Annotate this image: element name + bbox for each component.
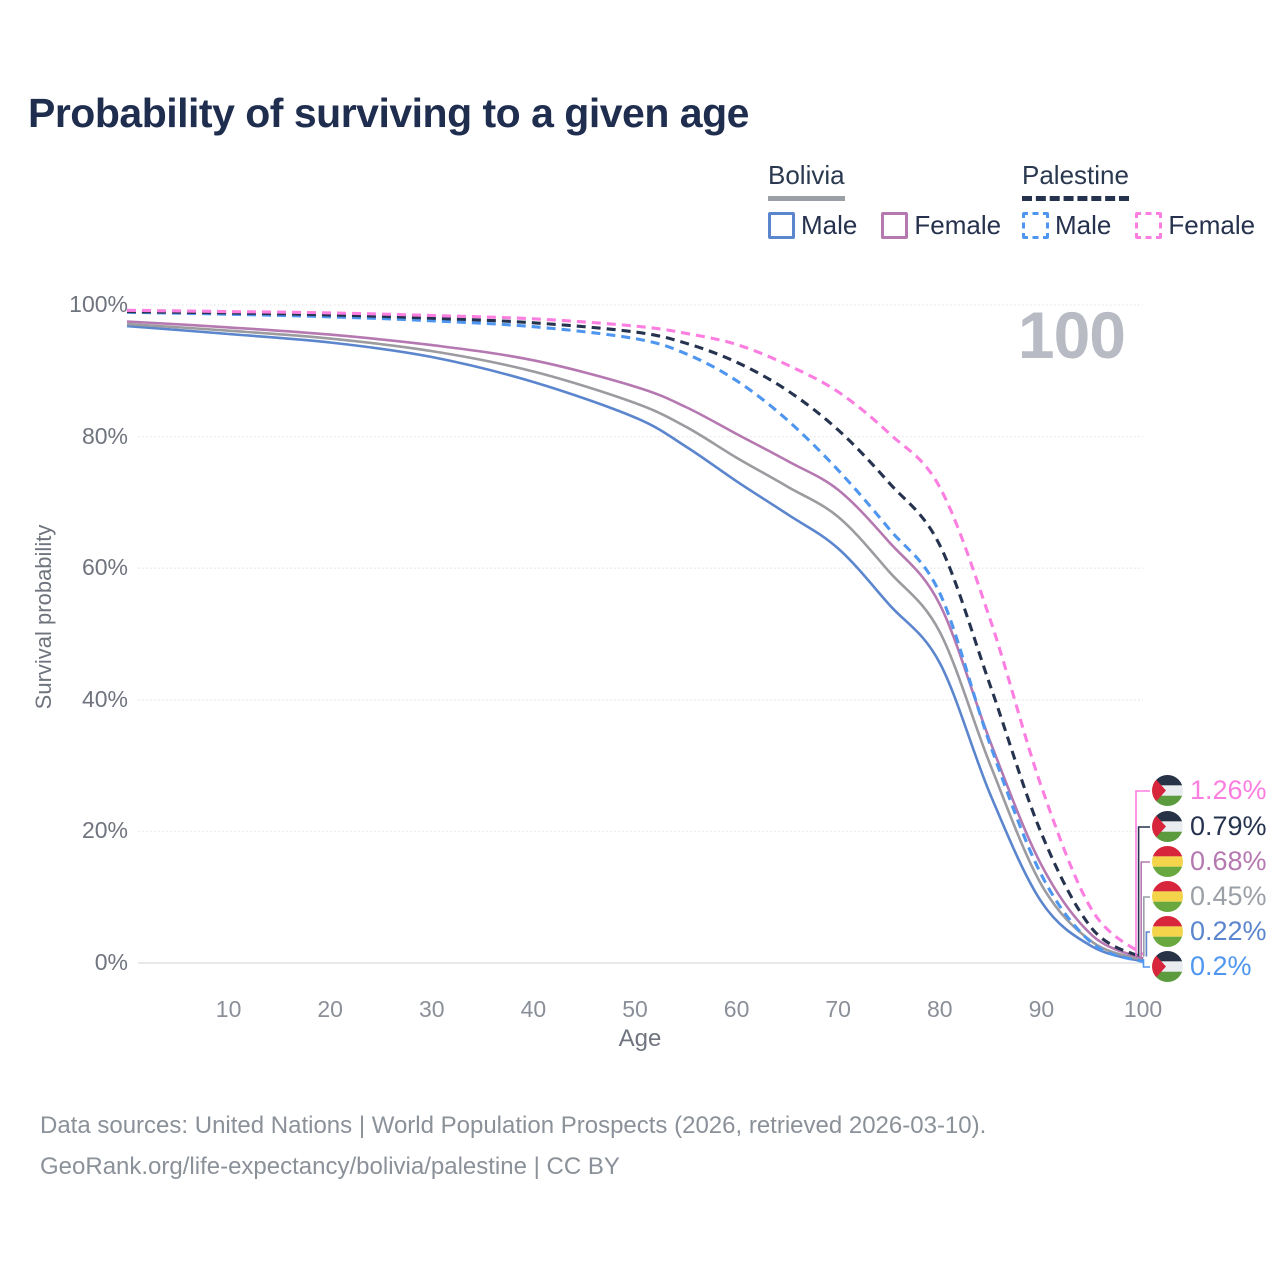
end-label-row: 0.79% (1152, 811, 1267, 842)
bolivia-flag-icon (1152, 846, 1183, 877)
data-sources-line: Data sources: United Nations | World Pop… (40, 1112, 987, 1139)
end-label-connector (1145, 931, 1150, 957)
end-label-value: 0.2% (1190, 951, 1252, 981)
end-label-connector (1135, 790, 1150, 957)
curve-bolivia-male[interactable] (126, 324, 1144, 963)
legend-group-palestine: Palestine Male Female (1022, 160, 1255, 241)
legend-swatch (768, 212, 795, 239)
legend-item-label: Male (801, 210, 858, 240)
legend-item-label: Female (1168, 210, 1256, 240)
palestine-flag-icon (1152, 775, 1183, 806)
legend-header-palestine: Palestine (1022, 160, 1129, 201)
x-tick-label: 60 (723, 996, 750, 1022)
palestine-flag-icon (1152, 811, 1183, 842)
legend-swatch (1022, 212, 1049, 239)
y-tick-label: 100% (69, 291, 128, 317)
y-tick-label: 40% (81, 685, 128, 712)
legend-header-bolivia: Bolivia (768, 160, 845, 201)
curve-palestine-female[interactable] (126, 308, 1145, 956)
end-label-value: 0.68% (1190, 846, 1267, 876)
legend-item-label: Female (914, 210, 1002, 240)
curve-palestine-both[interactable] (126, 310, 1144, 960)
y-tick-label: 0% (94, 949, 128, 975)
legend-group-bolivia: Bolivia Male Female (768, 160, 1001, 241)
end-label-connector (1137, 826, 1150, 957)
legend-item-label: Male (1055, 210, 1112, 240)
y-tick-label: 20% (81, 817, 128, 844)
bolivia-flag-icon (1152, 916, 1183, 947)
bolivia-flag-icon (1152, 881, 1183, 912)
x-tick-label: 40 (520, 996, 547, 1022)
legend-items-bolivia: Male Female (768, 210, 1001, 241)
x-axis-title: Age (618, 1025, 662, 1052)
end-label-connector (1140, 861, 1150, 957)
x-tick-label: 20 (317, 996, 343, 1022)
x-tick-label: 50 (622, 996, 648, 1022)
palestine-flag-icon (1152, 951, 1183, 982)
footer: Data sources: United Nations | World Pop… (40, 1105, 986, 1187)
attribution-line: GeoRank.org/life-expectancy/bolivia/pale… (40, 1153, 620, 1180)
x-tick-label: 100 (1123, 996, 1163, 1022)
legend-item-palestine-male[interactable]: Male (1022, 210, 1111, 241)
end-label-row: 0.22% (1152, 916, 1267, 947)
end-label-value: 0.45% (1190, 881, 1267, 911)
legend-items-palestine: Male Female (1022, 210, 1255, 241)
end-label-value: 0.22% (1190, 916, 1267, 946)
x-tick-label: 70 (825, 996, 851, 1022)
end-label-connector (1142, 959, 1150, 968)
end-label-row: 0.45% (1152, 881, 1267, 912)
legend-swatch (1135, 212, 1163, 239)
curve-bolivia-female[interactable] (126, 320, 1144, 960)
y-tick-label: 80% (81, 422, 128, 449)
x-tick-label: 10 (215, 996, 242, 1022)
x-tick-label: 80 (927, 996, 953, 1022)
y-tick-label: 60% (81, 554, 128, 581)
legend-item-palestine-female[interactable]: Female (1135, 210, 1255, 241)
end-label-row: 1.26% (1152, 775, 1267, 806)
x-tick-label: 30 (419, 996, 445, 1022)
chart-title: Probability of surviving to a given age (28, 90, 749, 136)
end-label-value: 0.79% (1190, 811, 1267, 841)
end-label-row: 0.68% (1152, 846, 1267, 877)
end-label-row: 0.2% (1152, 951, 1252, 982)
curve-bolivia-both[interactable] (126, 322, 1144, 962)
end-label-connector (1143, 896, 1150, 957)
legend-item-bolivia-male[interactable]: Male (768, 210, 857, 241)
hover-age-label: 100 (1017, 298, 1126, 372)
legend-item-bolivia-female[interactable]: Female (881, 210, 1001, 241)
legend-swatch (881, 212, 909, 239)
curve-palestine-male[interactable] (126, 310, 1144, 964)
x-tick-label: 90 (1028, 996, 1055, 1022)
end-label-value: 1.26% (1190, 775, 1267, 805)
